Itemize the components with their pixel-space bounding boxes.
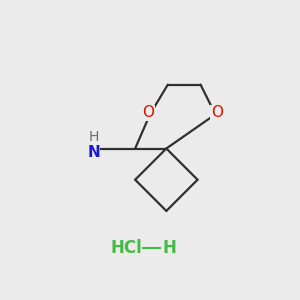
- Text: O: O: [211, 105, 223, 120]
- Text: N: N: [87, 146, 100, 160]
- Text: H: H: [88, 130, 99, 144]
- Text: O: O: [142, 105, 154, 120]
- Text: HCl: HCl: [110, 239, 142, 257]
- Text: H: H: [162, 239, 176, 257]
